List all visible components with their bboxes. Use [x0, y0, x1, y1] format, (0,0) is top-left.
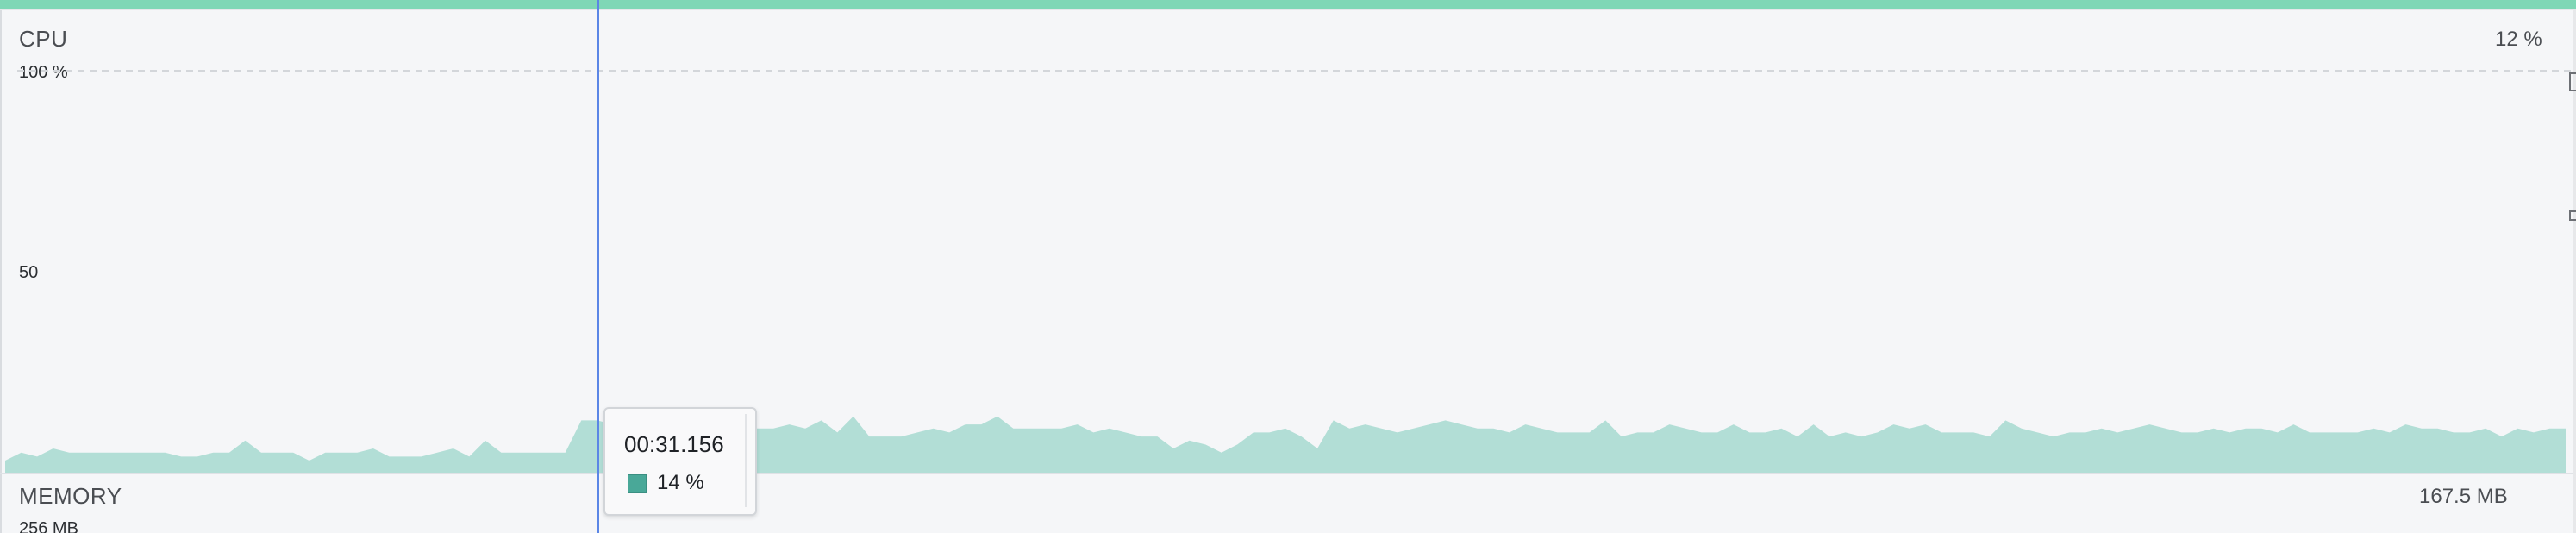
timeline-strip[interactable] [0, 0, 2576, 9]
panel-right-border [2573, 10, 2576, 533]
panel-left-border [0, 10, 2, 533]
cpu-axis-top-label: 100 % [19, 63, 68, 82]
memory-current-value: 167.5 MB [2419, 485, 2508, 508]
timeline-cursor[interactable] [597, 0, 599, 533]
cpu-axis-mid-label: 50 [19, 263, 39, 282]
cpu-current-value: 12 % [2495, 28, 2542, 51]
cpu-tooltip: 00:31.156 14 % [603, 407, 757, 516]
cpu-usage-chart[interactable] [5, 0, 2571, 473]
tooltip-edge [745, 414, 747, 507]
cpu-panel-title: CPU [19, 26, 68, 52]
tooltip-value: 14 % [657, 471, 704, 494]
resize-handle-icon[interactable] [2569, 72, 2576, 91]
tooltip-time: 00:31.156 [624, 431, 724, 457]
cpu-usage-area [5, 416, 2566, 473]
memory-panel-title: MEMORY [19, 483, 122, 509]
memory-axis-top-label: 256 MB [19, 519, 78, 533]
tooltip-color-swatch [628, 474, 647, 493]
panel-top-border [0, 9, 2576, 10]
collapse-handle-icon[interactable] [2569, 210, 2576, 221]
panel-divider [0, 473, 2573, 474]
